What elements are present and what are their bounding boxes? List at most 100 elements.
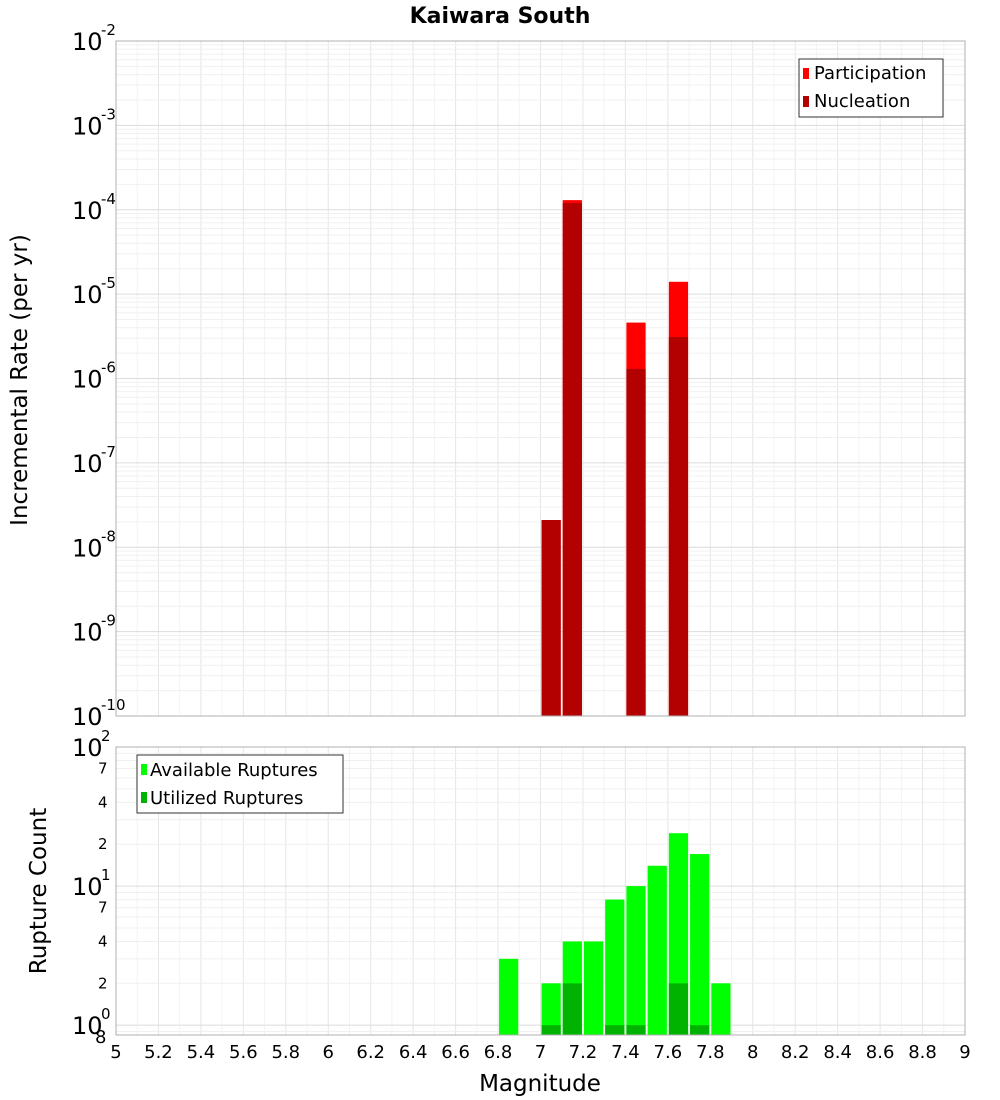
- count-y-axis-label: Rupture Count: [26, 808, 52, 974]
- count-y-tick: 100: [72, 1005, 111, 1040]
- rate-y-tick: 10-7: [72, 443, 116, 478]
- count-legend: Available Ruptures Utilized Ruptures: [136, 754, 344, 814]
- x-tick-label: 5.8: [271, 1042, 300, 1063]
- chart-title: Kaiwara South: [410, 4, 591, 29]
- legend-swatch-available: [141, 764, 147, 775]
- x-tick-label: 5.6: [229, 1042, 258, 1063]
- count-y-minor-tick: 4: [98, 793, 108, 811]
- tick-exponent: 1: [101, 866, 111, 884]
- tick-exponent: 2: [101, 727, 111, 745]
- x-tick-label: 6.4: [399, 1042, 428, 1063]
- count-y-minor-tick: 7: [98, 899, 108, 917]
- count-y-minor-tick: 2: [98, 974, 108, 992]
- rate-y-axis-label: Incremental Rate (per yr): [7, 234, 33, 526]
- count-bars: [499, 833, 731, 1035]
- legend-label-participation: Participation: [814, 63, 926, 84]
- legend-label-nucleation: Nucleation: [814, 91, 910, 112]
- rate-y-tick: 10-9: [72, 612, 116, 647]
- count-bar-available-ruptures: [626, 886, 646, 1035]
- rate-y-tick: 10-3: [72, 105, 116, 140]
- tick-base: 10: [72, 734, 103, 762]
- count-y-minor-tick: 2: [98, 835, 108, 853]
- count-bar-available-ruptures: [711, 983, 731, 1035]
- count-bar-available-ruptures: [647, 865, 667, 1035]
- rate-y-tick: 10-8: [72, 527, 116, 562]
- count-y-minor-tick: 8: [95, 1027, 106, 1048]
- x-tick-label: 7.6: [654, 1042, 683, 1063]
- rate-bar-nucleation: [562, 203, 582, 716]
- count-y-minor-tick: 7: [98, 760, 108, 778]
- tick-exponent: -6: [101, 359, 116, 377]
- x-tick-label: 8.2: [781, 1042, 810, 1063]
- count-bar-utilized-ruptures: [690, 1025, 710, 1035]
- tick-base: 10: [72, 450, 103, 478]
- x-tick-label: 8.6: [866, 1042, 895, 1063]
- x-tick-label: 8.8: [908, 1042, 937, 1063]
- count-bar-available-ruptures: [605, 899, 625, 1035]
- tick-exponent: -8: [101, 527, 116, 545]
- legend-label-available: Available Ruptures: [150, 760, 318, 781]
- tick-base: 10: [72, 281, 103, 309]
- tick-exponent: -10: [101, 696, 126, 714]
- rate-y-tick: 10-10: [72, 696, 126, 731]
- count-bar-utilized-ruptures: [562, 983, 582, 1035]
- count-y-tick: 102: [72, 727, 111, 762]
- x-tick-label: 7.2: [569, 1042, 598, 1063]
- x-tick-label: 7.8: [696, 1042, 725, 1063]
- tick-exponent: -4: [101, 190, 116, 208]
- tick-base: 10: [72, 366, 103, 394]
- count-bar-utilized-ruptures: [605, 1025, 625, 1035]
- tick-exponent: -3: [101, 105, 116, 123]
- tick-exponent: -7: [101, 443, 116, 461]
- tick-base: 10: [72, 197, 103, 225]
- x-tick-label: 5.2: [144, 1042, 173, 1063]
- tick-base: 10: [72, 112, 103, 140]
- legend-swatch-utilized: [141, 792, 147, 803]
- rate-y-tick: 10-4: [72, 190, 116, 225]
- count-legend-box: [136, 754, 344, 814]
- count-y-tick: 101: [72, 866, 111, 901]
- x-tick-label: 7: [535, 1042, 546, 1063]
- tick-base: 10: [72, 703, 103, 731]
- x-tick-label: 6.8: [484, 1042, 513, 1063]
- x-tick-label: 9: [959, 1042, 970, 1063]
- count-bar-utilized-ruptures: [541, 1025, 561, 1035]
- tick-exponent: -5: [101, 274, 116, 292]
- x-tick-label: 7.4: [611, 1042, 640, 1063]
- rate-legend: Participation Nucleation: [798, 58, 944, 118]
- x-tick-label: 8.4: [823, 1042, 852, 1063]
- rate-bar-nucleation: [541, 520, 561, 716]
- tick-base: 10: [72, 619, 103, 647]
- count-bar-available-ruptures: [499, 958, 519, 1035]
- tick-base: 10: [72, 873, 103, 901]
- count-bar-available-ruptures: [583, 941, 604, 1035]
- legend-swatch-participation: [803, 68, 809, 79]
- rate-bar-nucleation: [626, 368, 646, 716]
- rate-bar-nucleation: [668, 337, 689, 716]
- x-tick-label: 5: [110, 1042, 121, 1063]
- count-bar-available-ruptures: [541, 983, 561, 1035]
- count-plot-border: [115, 746, 966, 1036]
- rate-gridlines: [115, 41, 966, 717]
- tick-exponent: -9: [101, 612, 116, 630]
- rate-legend-box: [798, 58, 944, 118]
- count-y-minor-tick: 4: [98, 932, 108, 950]
- legend-swatch-nucleation: [803, 96, 809, 107]
- x-tick-label: 6: [323, 1042, 334, 1063]
- rate-y-tick: 10-5: [72, 274, 116, 309]
- tick-base: 10: [72, 1012, 103, 1040]
- tick-exponent: -2: [101, 21, 116, 39]
- rate-plot-border: [115, 40, 966, 717]
- rate-bars: [541, 200, 689, 716]
- tick-base: 10: [72, 534, 103, 562]
- tick-base: 10: [72, 28, 103, 56]
- count-bar-utilized-ruptures: [626, 1025, 646, 1035]
- count-bar-utilized-ruptures: [668, 983, 689, 1035]
- tick-exponent: 0: [101, 1005, 111, 1023]
- x-tick-labels: 5 5.2 5.4 5.6 5.8 6 6.2 6.4 6.6 6.8 7 7.2 7.4 7.6 7.8 8…: [110, 1042, 970, 1063]
- x-axis-label: Magnitude: [479, 1071, 601, 1097]
